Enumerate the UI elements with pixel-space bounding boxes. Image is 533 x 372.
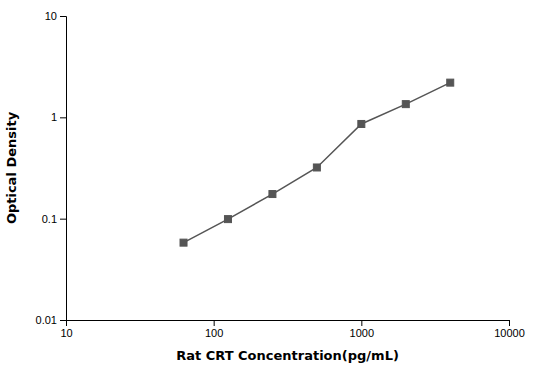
tick: 10: [60, 320, 72, 339]
tick-label: 10000: [494, 327, 525, 339]
marker: [180, 239, 187, 246]
axis-line: [67, 321, 510, 327]
tick-mark: [60, 219, 66, 220]
x-axis-title: Rat CRT Concentration(pg/mL): [176, 348, 399, 363]
tick: 1: [51, 111, 66, 123]
y-axis: 0.01 0.1 1 10: [36, 10, 67, 326]
tick: 0.1: [42, 213, 66, 225]
x-axis: 10 100 1000 10000: [60, 320, 524, 339]
marker: [269, 191, 276, 198]
tick: 10: [45, 10, 66, 22]
tick-label: 10: [60, 327, 72, 339]
tick: 10000: [494, 320, 525, 339]
marker: [447, 79, 454, 86]
tick-mark: [214, 320, 215, 326]
marker: [358, 120, 365, 127]
tick-mark: [60, 16, 66, 17]
tick-label: 1: [51, 111, 57, 123]
tick: 1000: [350, 320, 374, 339]
tick: 0.01: [36, 314, 66, 326]
tick-mark: [361, 320, 362, 326]
tick-label: 1000: [350, 327, 374, 339]
plot: 10 100 1000 10000 0.01 0.1 1 10: [36, 10, 525, 339]
chart: 10 100 1000 10000 0.01 0.1 1 10 Rat CRT Concentr…: [0, 0, 533, 372]
tick-mark: [509, 320, 510, 326]
tick-mark: [60, 117, 66, 118]
plot-area: [180, 79, 454, 246]
tick-label: 100: [205, 327, 223, 339]
tick-mark: [60, 320, 66, 321]
y-axis-title: Optical Density: [4, 111, 19, 224]
marker: [313, 164, 320, 171]
axis-line: [60, 17, 67, 321]
line: [184, 83, 451, 243]
tick-label: 0.01: [36, 314, 57, 326]
tick-label: 10: [45, 10, 57, 22]
tick-label: 0.1: [42, 213, 57, 225]
marker: [402, 101, 409, 108]
marker: [224, 216, 231, 223]
tick: 100: [205, 320, 223, 339]
